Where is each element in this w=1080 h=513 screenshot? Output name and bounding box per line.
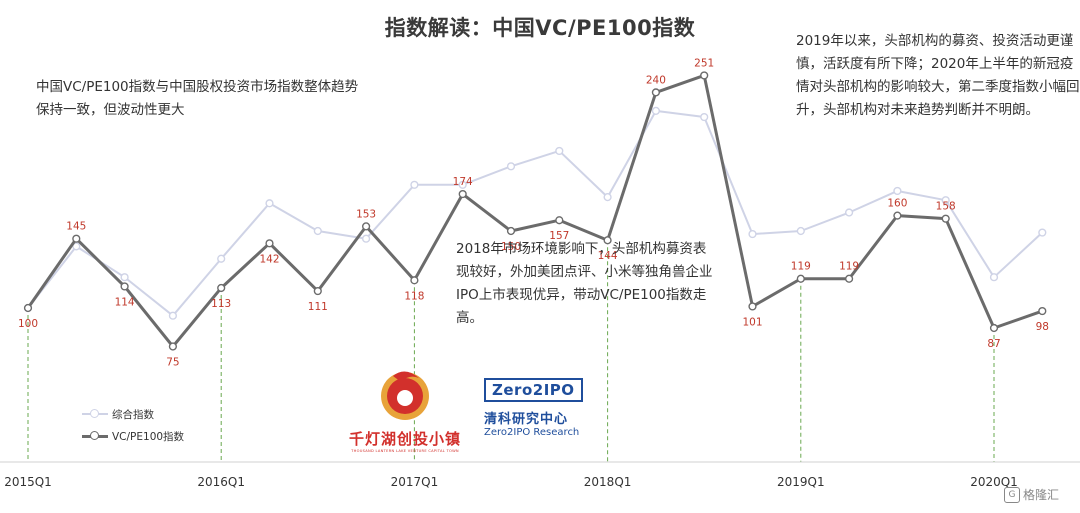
point-composite-2016Q4 xyxy=(362,234,371,243)
x-tick-label-2019Q1: 2019Q1 xyxy=(777,475,825,489)
point-vcpe-2016Q2 xyxy=(265,239,274,248)
gelonghui-icon: G xyxy=(1004,486,1020,503)
x-tick-label-2015Q1: 2015Q1 xyxy=(4,475,52,489)
point-vcpe-2016Q3 xyxy=(313,286,322,296)
data-label-2015Q1: 100 xyxy=(18,318,38,330)
point-composite-2015Q3 xyxy=(120,273,129,282)
point-vcpe-2015Q4 xyxy=(168,342,178,351)
data-label-2018Q3: 251 xyxy=(694,57,714,69)
annotation-right: 2019年以来，头部机构的募资、投资活动更谨慎，活跃度有所下降；2020年上半年… xyxy=(796,33,1080,118)
data-label-2019Q3: 160 xyxy=(887,198,907,210)
point-composite-2015Q2 xyxy=(72,242,81,251)
data-label-2016Q3: 111 xyxy=(308,301,328,313)
point-composite-2017Q2 xyxy=(458,180,467,189)
lantern-logo-icon xyxy=(381,371,429,420)
legend-item-vcpe: VC/PE100指数 xyxy=(82,425,184,447)
data-label-2016Q1: 113 xyxy=(211,298,231,310)
point-vcpe-2019Q2 xyxy=(844,274,854,283)
point-composite-2016Q2 xyxy=(265,199,274,208)
data-label-2018Q4: 101 xyxy=(742,316,762,328)
data-label-2017Q3: 150 xyxy=(501,241,521,253)
data-label-2018Q1: 144 xyxy=(598,250,618,262)
point-vcpe-2017Q2 xyxy=(458,189,467,199)
data-label-2015Q3: 114 xyxy=(115,296,135,308)
data-label-2020Q2: 98 xyxy=(1036,321,1049,333)
watermark-text: 格隆汇 xyxy=(1023,488,1060,502)
point-vcpe-2018Q4 xyxy=(748,302,757,311)
qiandenghu-name: 千灯湖创投小镇 xyxy=(348,430,461,448)
annotation-middle: 2018年市场环境影响下，头部机构募资表现较好，外加美团点评、小米等独角兽企业I… xyxy=(456,241,713,326)
x-tick-label-2017Q1: 2017Q1 xyxy=(391,475,439,489)
point-vcpe-2020Q1 xyxy=(989,323,999,333)
qiandenghu-subtitle: THOUSAND LANTERN LAKE VENTURE CAPITAL TO… xyxy=(351,449,459,453)
point-vcpe-2017Q4 xyxy=(555,216,564,225)
point-vcpe-2019Q1 xyxy=(796,274,805,283)
point-vcpe-2017Q3 xyxy=(506,226,516,236)
point-composite-2017Q1 xyxy=(410,180,419,189)
point-composite-2015Q4 xyxy=(168,311,178,320)
data-label-2019Q4: 158 xyxy=(936,201,956,213)
point-vcpe-2018Q3 xyxy=(700,71,709,80)
point-composite-2018Q2 xyxy=(651,106,661,115)
data-label-2017Q1: 118 xyxy=(404,290,424,302)
point-composite-2016Q1 xyxy=(217,254,226,263)
data-label-2019Q2: 119 xyxy=(839,261,859,273)
point-composite-2020Q2 xyxy=(1038,228,1047,237)
data-label-2017Q4: 157 xyxy=(549,230,569,242)
series-line-composite xyxy=(27,109,1043,317)
zero2ipo-english-name: Zero2IPO Research xyxy=(484,427,580,438)
point-vcpe-2015Q1 xyxy=(23,303,33,313)
data-label-2015Q4: 75 xyxy=(166,357,179,369)
point-composite-2019Q3 xyxy=(893,186,902,196)
qiandenghu-logo: 千灯湖创投小镇 THOUSAND LANTERN LAKE VENTURE CA… xyxy=(342,366,468,453)
legend-item-composite: 综合指数 xyxy=(82,403,184,425)
point-vcpe-2018Q1 xyxy=(603,236,612,245)
annotation-left: 中国VC/PE100指数与中国股权投资市场指数整体趋势保持一致，但波动性更大 xyxy=(36,79,359,118)
point-vcpe-2018Q2 xyxy=(651,88,661,97)
point-composite-2017Q3 xyxy=(506,162,516,171)
point-composite-2018Q1 xyxy=(603,193,612,202)
point-composite-2017Q4 xyxy=(555,146,564,156)
legend-label-composite: 综合指数 xyxy=(112,408,154,421)
legend-label-vcpe: VC/PE100指数 xyxy=(112,430,185,443)
point-composite-2019Q2 xyxy=(844,208,854,217)
data-label-2016Q2: 142 xyxy=(259,253,279,265)
x-tick-label-2018Q1: 2018Q1 xyxy=(584,475,632,489)
point-vcpe-2019Q3 xyxy=(893,211,902,220)
data-label-2020Q1: 87 xyxy=(987,338,1000,350)
point-composite-2018Q4 xyxy=(748,229,757,239)
data-label-2018Q2: 240 xyxy=(646,74,666,86)
point-composite-2020Q1 xyxy=(989,273,999,282)
point-vcpe-2015Q2 xyxy=(72,234,81,243)
watermark: G 格隆汇 xyxy=(1004,486,1059,503)
data-label-2019Q1: 119 xyxy=(791,261,811,273)
point-vcpe-2016Q1 xyxy=(217,283,226,293)
legend: 综合指数 VC/PE100指数 xyxy=(82,403,184,447)
data-label-2017Q2: 174 xyxy=(453,176,473,188)
point-vcpe-2017Q1 xyxy=(410,276,419,285)
point-vcpe-2016Q4 xyxy=(362,222,371,231)
point-composite-2018Q3 xyxy=(700,112,709,122)
data-label-2016Q4: 153 xyxy=(356,208,376,220)
zero2ipo-mark: Zero2IPO xyxy=(484,378,583,402)
x-tick-label-2016Q1: 2016Q1 xyxy=(197,475,245,489)
chart-title: 指数解读：中国VC/PE100指数 xyxy=(384,16,696,40)
x-tick-label-2020Q1: 2020Q1 xyxy=(970,475,1018,489)
zero2ipo-logo: Zero2IPO 清科研究中心 Zero2IPO Research xyxy=(484,378,596,438)
point-composite-2019Q1 xyxy=(796,226,805,236)
point-composite-2016Q3 xyxy=(313,226,322,236)
point-composite-2019Q4 xyxy=(941,196,950,205)
data-label-2015Q2: 145 xyxy=(66,221,86,233)
series-line-vcpe xyxy=(26,73,1043,348)
point-vcpe-2015Q3 xyxy=(120,282,129,291)
point-vcpe-2020Q2 xyxy=(1038,306,1047,316)
zero2ipo-chinese-name: 清科研究中心 xyxy=(484,412,569,427)
point-vcpe-2019Q4 xyxy=(941,214,950,223)
